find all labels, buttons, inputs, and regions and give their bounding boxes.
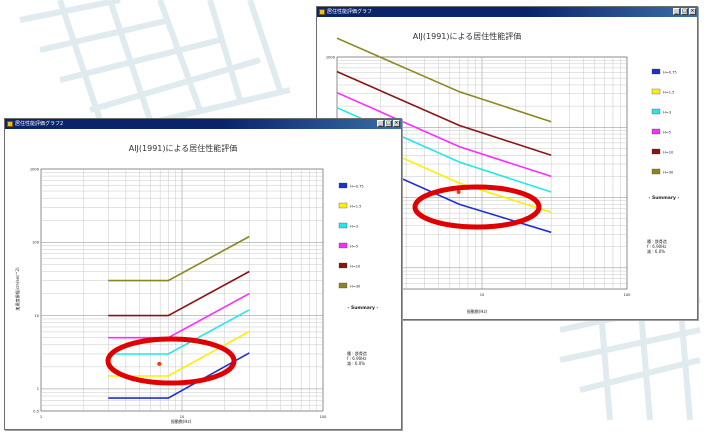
legend-swatch: [651, 128, 661, 135]
y-tick-label: 0.5: [33, 409, 39, 413]
highlight-ellipse: [105, 336, 237, 386]
legend-swatch: [338, 262, 348, 269]
legend-label: H=5: [350, 245, 358, 249]
window-title: 居住性能評価グラフ2: [15, 121, 64, 127]
legend-label: H=0.75: [350, 185, 364, 189]
x-axis-label: 振動数(Hz): [171, 418, 192, 424]
summary-line: 減 : 6.0%: [347, 360, 365, 366]
series-line-H=30: [108, 235, 250, 282]
series-line-H=5: [336, 91, 552, 178]
legend-label: H=1.5: [350, 205, 361, 209]
legend-swatch: [338, 222, 348, 229]
y-tick-label: 10: [34, 314, 39, 318]
legend-label: H=30: [350, 285, 361, 289]
chart-grid: [40, 168, 324, 412]
chart-series: [105, 235, 250, 399]
summary-label: - Summary -: [348, 305, 379, 311]
series-line-H=0.75: [108, 352, 250, 399]
legend-label: H=1.5: [663, 91, 674, 95]
legend-label: H=5: [663, 131, 671, 135]
window-titlebar[interactable]: 居住性能評価グラフ _ □ ×: [317, 7, 697, 17]
x-axis-label: 振動数(Hz): [467, 308, 488, 314]
minimize-button[interactable]: _: [377, 120, 384, 127]
series-line-H=30: [336, 37, 552, 123]
y-tick-label: 1000: [326, 55, 336, 59]
legend-swatch: [651, 148, 661, 155]
close-button[interactable]: ×: [689, 8, 696, 15]
legend-label: H=10: [663, 151, 674, 155]
measurement-point: [456, 189, 461, 194]
summary-line: f : 6.90Hz: [647, 244, 666, 249]
legend-label: H=3: [663, 111, 671, 115]
series-line-H=10: [108, 270, 250, 317]
maximize-button[interactable]: □: [681, 8, 688, 15]
legend-swatch: [651, 168, 661, 175]
legend-label: H=30: [663, 171, 674, 175]
app-icon: [7, 121, 13, 127]
y-tick-label: 1: [37, 387, 39, 391]
close-button[interactable]: ×: [393, 120, 400, 127]
window-title: 居住性能評価グラフ: [327, 9, 373, 15]
app-icon: [319, 9, 325, 15]
summary-line: 減 : 6.0%: [647, 248, 665, 254]
y-axis-label: 加速度振幅(cm/sec^2): [14, 267, 20, 311]
legend-swatch: [651, 108, 661, 115]
legend-swatch: [651, 68, 661, 75]
legend: H=0.75 H=1.5 H=3 H=5 H=10 H=30: [338, 182, 364, 289]
measurement-point: [157, 361, 162, 366]
series-line-H=3: [108, 309, 250, 355]
chart-title: AIJ(1991)による居住性能評価: [129, 143, 238, 153]
window-titlebar[interactable]: 居住性能評価グラフ2 _ □ ×: [5, 119, 401, 129]
legend: H=0.75 H=1.5 H=3 H=5 H=10 H=30: [651, 68, 677, 175]
x-tick-label: 10: [480, 293, 485, 297]
maximize-button[interactable]: □: [385, 120, 392, 127]
graph-window-2[interactable]: 居住性能評価グラフ2 _ □ × AIJ(1991)による居住性能評価 1 10 1…: [4, 118, 402, 430]
summary-line: 種 : 鉄骨造: [347, 350, 367, 356]
minimize-button[interactable]: _: [673, 8, 680, 15]
y-tick-label: 100: [32, 241, 40, 245]
legend-swatch: [338, 182, 348, 189]
highlight-ellipse: [412, 184, 542, 230]
legend-swatch: [338, 282, 348, 289]
y-tick-label: 1000: [30, 167, 40, 171]
legend-label: H=0.75: [663, 71, 677, 75]
legend-label: H=10: [350, 265, 361, 269]
x-tick-label: 1: [40, 415, 42, 419]
x-tick-label: 100: [624, 293, 632, 297]
series-line-H=10: [336, 70, 552, 156]
legend-swatch: [338, 202, 348, 209]
chart-title: AIJ(1991)による居住性能評価: [413, 31, 522, 41]
summary-label: - Summary -: [649, 195, 680, 201]
summary-line: f : 6.90Hz: [347, 356, 366, 361]
legend-swatch: [651, 88, 661, 95]
summary-line: 種 : 鉄骨造: [647, 238, 667, 244]
x-tick-label: 10: [180, 415, 185, 419]
legend-swatch: [338, 242, 348, 249]
legend-label: H=3: [350, 225, 358, 229]
x-tick-label: 100: [320, 415, 328, 419]
